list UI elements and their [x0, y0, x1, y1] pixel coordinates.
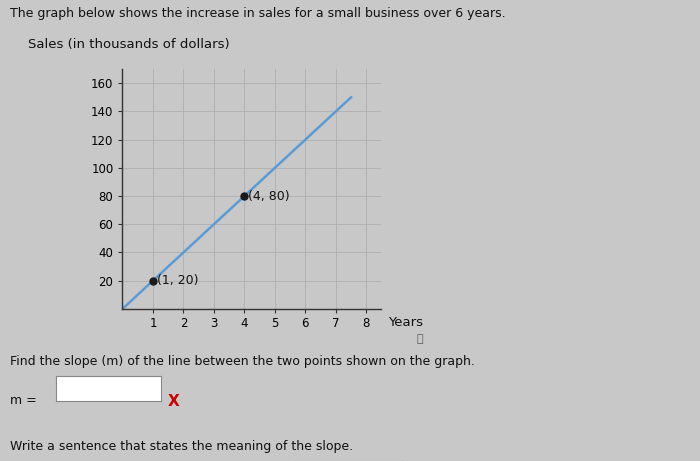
Text: Write a sentence that states the meaning of the slope.: Write a sentence that states the meaning…: [10, 440, 354, 453]
Text: Find the slope (m) of the line between the two points shown on the graph.: Find the slope (m) of the line between t…: [10, 355, 475, 368]
Text: Sales (in thousands of dollars): Sales (in thousands of dollars): [28, 38, 230, 51]
Text: The graph below shows the increase in sales for a small business over 6 years.: The graph below shows the increase in sa…: [10, 7, 506, 20]
Text: ⓘ: ⓘ: [416, 334, 423, 344]
Text: X: X: [168, 394, 180, 409]
Text: Years: Years: [389, 316, 424, 329]
Text: m =: m =: [10, 394, 37, 407]
Text: (4, 80): (4, 80): [248, 189, 290, 202]
Text: (1, 20): (1, 20): [157, 274, 198, 287]
